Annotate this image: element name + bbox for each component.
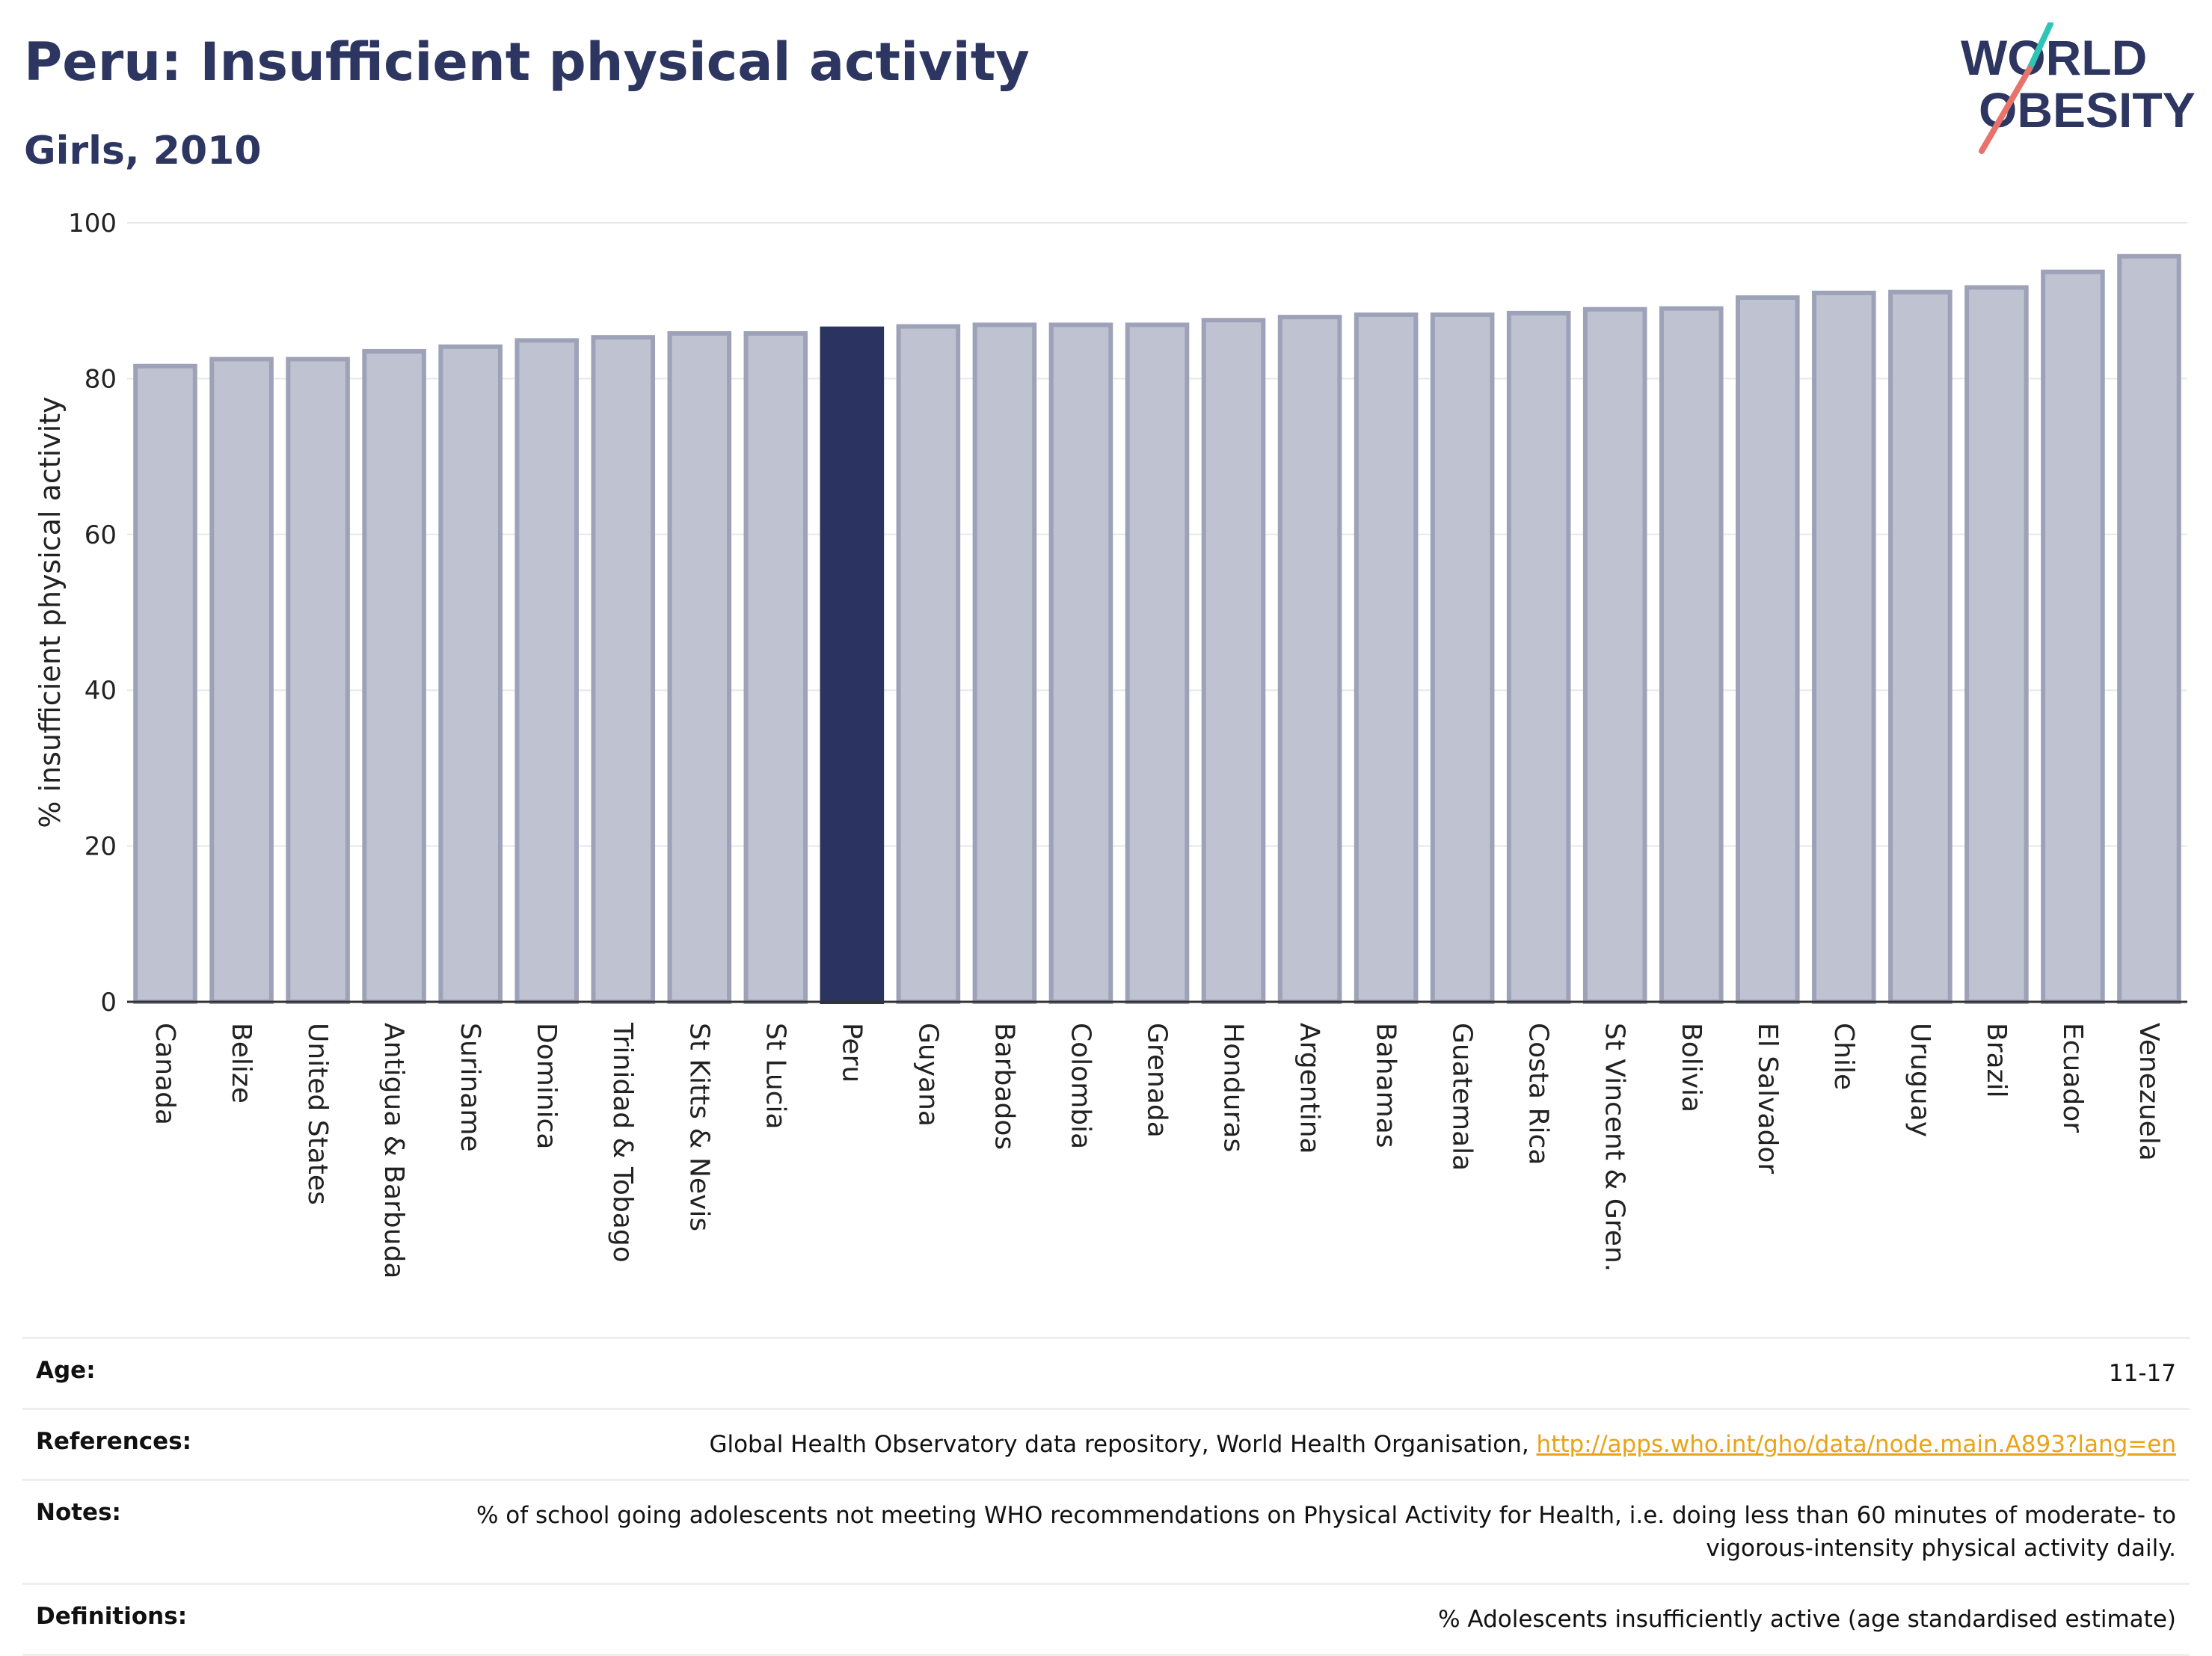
x-tick-label: Barbados xyxy=(989,1023,1019,1150)
y-tick-label: 0 xyxy=(100,988,117,1018)
x-tick-label: Honduras xyxy=(1218,1023,1249,1152)
meta-definitions-label: Definitions: xyxy=(36,1603,188,1631)
meta-row-age: Age: 11-17 xyxy=(22,1337,2190,1408)
bar xyxy=(1582,307,1647,1004)
metadata-table: Age: 11-17 References: Global Health Obs… xyxy=(22,1337,2190,1656)
x-tick-label: Bahamas xyxy=(1371,1023,1401,1148)
bar xyxy=(1812,290,1876,1004)
x-tick-label: Antigua & Barbuda xyxy=(378,1023,409,1278)
bar-chart: 0 20 40 60 80 100 % insufficient physical acti… xyxy=(34,209,2187,1278)
x-tick-label: United States xyxy=(302,1023,333,1205)
y-tick-label: 60 xyxy=(85,520,117,550)
bar xyxy=(1125,322,1190,1004)
bar xyxy=(743,330,808,1004)
meta-age-label: Age: xyxy=(36,1357,96,1384)
x-tick-label: Guyana xyxy=(912,1023,943,1127)
bar xyxy=(1659,306,1724,1004)
logo-text-world: WORLD xyxy=(1961,30,2147,85)
y-tick-label: 20 xyxy=(85,832,117,862)
logo-slash-coral xyxy=(1979,66,2033,154)
bar xyxy=(362,348,426,1004)
x-tick-label: Costa Rica xyxy=(1523,1023,1554,1165)
x-tick-label: El Salvador xyxy=(1752,1023,1783,1174)
x-tick-label: Peru xyxy=(836,1023,867,1083)
meta-references-label: References: xyxy=(36,1428,192,1456)
meta-notes-label: Notes: xyxy=(36,1499,121,1527)
y-tick-label: 100 xyxy=(68,209,117,238)
meta-row-notes: Notes: % of school going adolescents not… xyxy=(22,1479,2190,1583)
bar xyxy=(438,344,503,1005)
bar xyxy=(1736,295,1800,1005)
world-obesity-logo: WORLD OBESITY xyxy=(1961,22,2196,154)
x-tick-label: Ecuador xyxy=(2057,1023,2088,1133)
bar xyxy=(667,330,732,1004)
bar xyxy=(514,338,579,1005)
x-tick-label: St Lucia xyxy=(760,1023,790,1130)
x-tick-label: Trinidad & Tobago xyxy=(607,1022,638,1263)
chart-subtitle: Girls, 2010 xyxy=(24,129,262,173)
logo-slash-teal xyxy=(2027,22,2053,72)
x-tick-label: Chile xyxy=(1828,1023,1859,1090)
x-tick-label: Argentina xyxy=(1294,1023,1325,1154)
bar xyxy=(133,363,197,1004)
page-title: Peru: Insufficient physical activity xyxy=(24,31,1030,93)
meta-notes-value: % of school going adolescents not meetin… xyxy=(476,1502,2176,1563)
bar xyxy=(1430,312,1495,1004)
references-link[interactable]: http://apps.who.int/gho/data/node.main.A… xyxy=(1536,1431,2176,1459)
bar xyxy=(2117,253,2181,1004)
bar xyxy=(1964,285,2029,1004)
bar xyxy=(286,357,350,1005)
y-tick-label: 40 xyxy=(85,676,117,706)
x-tick-label: Bolivia xyxy=(1676,1023,1706,1112)
bar xyxy=(820,326,885,1005)
bar xyxy=(209,357,274,1005)
x-tick-label: Brazil xyxy=(1981,1023,2012,1098)
x-tick-label: St Kitts & Nevis xyxy=(683,1023,714,1231)
bar xyxy=(591,335,656,1004)
bar xyxy=(972,322,1037,1004)
bar xyxy=(896,324,961,1004)
x-tick-label: Colombia xyxy=(1065,1023,1096,1149)
x-tick-label: Canada xyxy=(150,1023,180,1125)
x-tick-label: Suriname xyxy=(455,1023,485,1152)
references-text: Global Health Observatory data repositor… xyxy=(709,1431,1537,1459)
bar xyxy=(1277,315,1342,1005)
x-tick-label: Belize xyxy=(226,1023,256,1104)
y-axis-title: % insufficient physical activity xyxy=(34,396,67,828)
meta-age-value: 11-17 xyxy=(2108,1360,2176,1387)
x-tick-label: Grenada xyxy=(1142,1023,1173,1138)
bar xyxy=(2041,269,2105,1004)
meta-definitions-value: % Adolescents insufficiently active (age… xyxy=(1438,1606,2176,1634)
x-tick-label: Venezuela xyxy=(2133,1023,2164,1161)
meta-references-value: Global Health Observatory data repositor… xyxy=(709,1428,2176,1461)
bar xyxy=(1201,318,1266,1004)
bar xyxy=(1048,322,1113,1004)
meta-row-definitions: Definitions: % Adolescents insufficientl… xyxy=(22,1583,2190,1656)
y-tick-label: 80 xyxy=(85,364,117,394)
x-tick-label: Dominica xyxy=(531,1023,562,1150)
x-tick-label: St Vincent & Gren. xyxy=(1600,1023,1630,1272)
bar xyxy=(1506,310,1571,1004)
bar xyxy=(1354,312,1419,1004)
bar xyxy=(1888,289,1953,1005)
x-tick-label: Guatemala xyxy=(1447,1023,1478,1171)
meta-row-references: References: Global Health Observatory da… xyxy=(22,1408,2190,1479)
x-tick-label: Uruguay xyxy=(1905,1023,1935,1137)
